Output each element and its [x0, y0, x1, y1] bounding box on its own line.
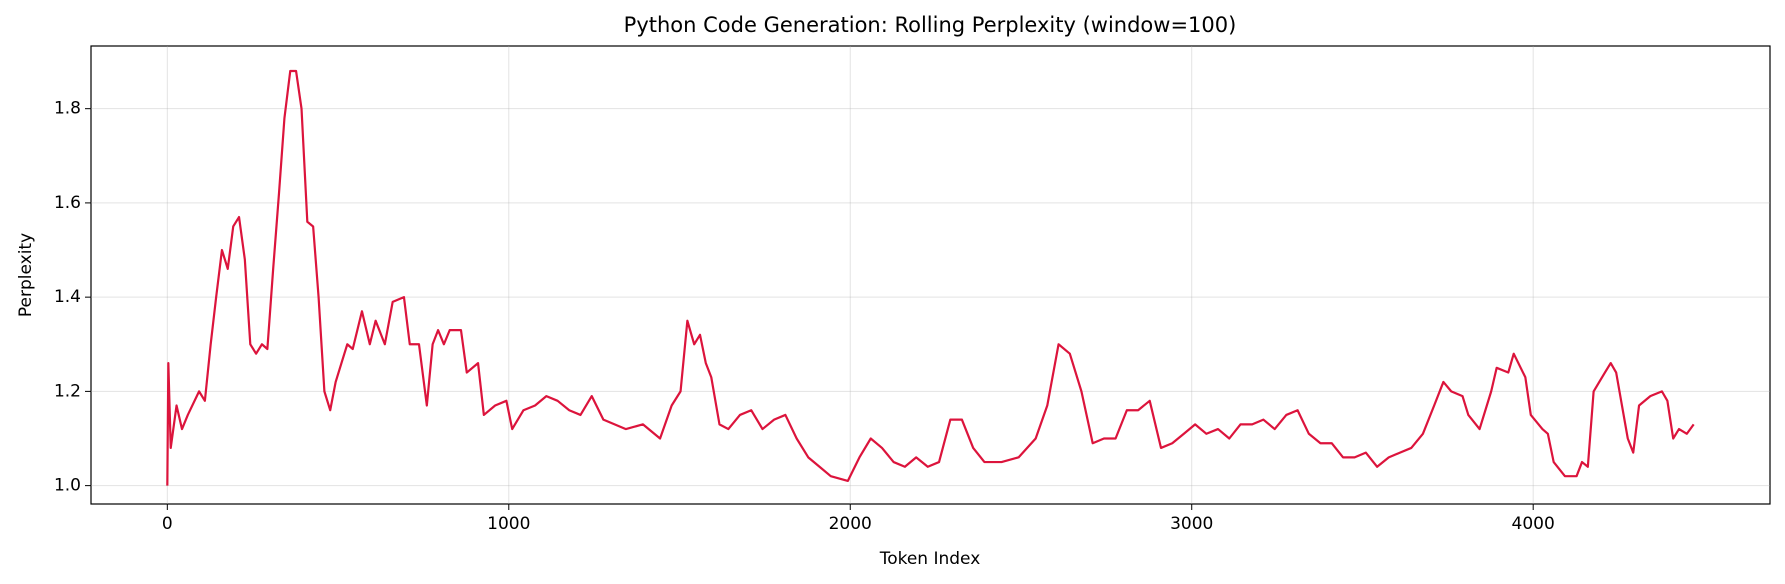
y-tick-label: 1.2	[54, 381, 81, 401]
x-tick-label: 2000	[829, 514, 872, 534]
y-tick-label: 1.8	[54, 99, 81, 119]
data-line	[166, 69, 1695, 486]
x-axis-label: Token Index	[879, 549, 981, 569]
x-tick-label: 1000	[487, 514, 530, 534]
y-tick-label: 1.0	[54, 476, 81, 496]
x-tick-label: 0	[162, 514, 173, 534]
y-axis-label: Perplexity	[16, 233, 36, 317]
plot-frame	[90, 45, 1771, 505]
chart-title: Python Code Generation: Rolling Perplexi…	[624, 13, 1237, 37]
x-tick-label: 4000	[1512, 514, 1555, 534]
x-tick-label: 3000	[1170, 514, 1213, 534]
y-tick-label: 1.4	[54, 287, 81, 307]
y-tick-label: 1.6	[54, 193, 81, 213]
